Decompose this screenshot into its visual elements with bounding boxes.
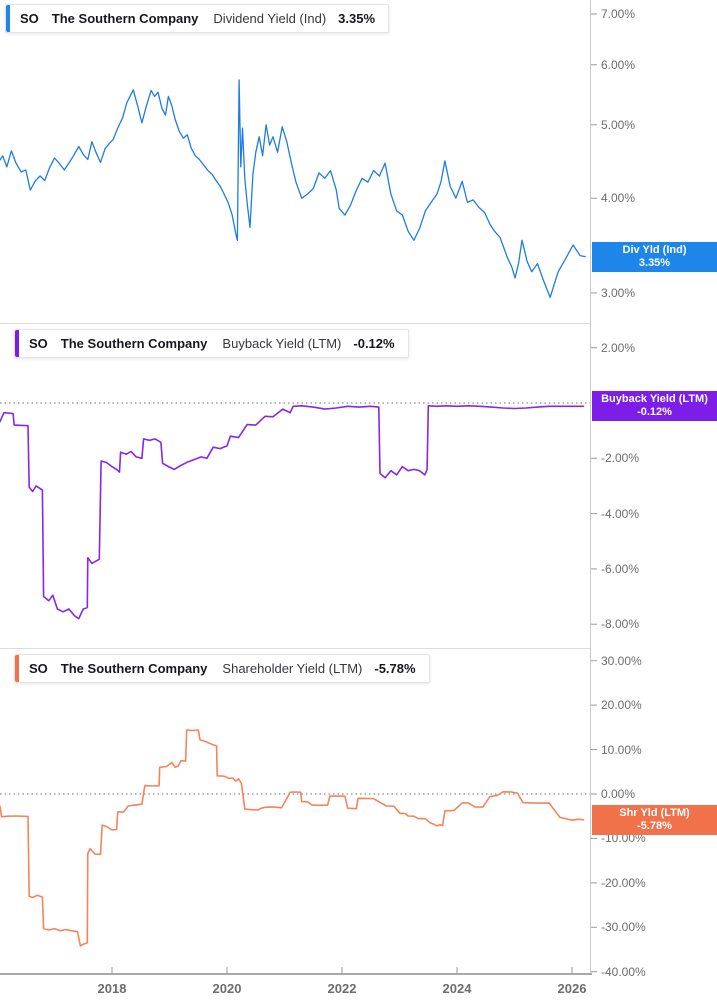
company-name: The Southern Company <box>60 336 208 351</box>
metric-value: 3.35% <box>338 11 376 26</box>
x-axis-year-label: 2022 <box>327 981 357 996</box>
series-color-bar <box>15 330 19 357</box>
y-axis-tick-label: -30.00% <box>601 920 646 935</box>
series-line-Buyback Yield (LTM) <box>0 405 585 620</box>
badge-value: -0.12% <box>637 406 672 418</box>
y-axis-tick-label: 2.00% <box>601 340 636 355</box>
y-axis-tick-label: -40.00% <box>601 964 646 979</box>
y-axis-tick-label: -6.00% <box>601 561 640 576</box>
series-line-Div Yld (Ind) <box>0 79 586 299</box>
metric-name: Dividend Yield (Ind) <box>213 11 327 26</box>
badge-value: 3.35% <box>638 257 671 269</box>
series-line-Shr Yld (LTM) <box>0 729 585 947</box>
x-axis-year-label: 2024 <box>442 981 472 996</box>
metric-value: -5.78% <box>374 661 416 676</box>
company-name: The Southern Company <box>60 661 208 676</box>
company-name: The Southern Company <box>51 11 199 26</box>
last-value-badge-div-yield: Div Yld (Ind) 3.35% <box>592 242 717 272</box>
badge-label: Div Yld (Ind) <box>622 244 687 256</box>
y-axis-tick-label: 30.00% <box>601 653 642 668</box>
last-value-badge-buyback-yield: Buyback Yield (LTM) -0.12% <box>592 391 717 421</box>
metric-value: -0.12% <box>353 336 395 351</box>
metric-name: Buyback Yield (LTM) <box>222 336 342 351</box>
y-axis-tick-label: 5.00% <box>601 117 636 132</box>
y-axis-tick-label: 3.00% <box>601 285 636 300</box>
ticker-label: SO <box>29 661 48 676</box>
pane-header-dividend-yield[interactable]: SO The Southern Company Dividend Yield (… <box>5 4 390 33</box>
x-axis-year-label: 2018 <box>97 981 127 996</box>
y-axis-tick-label: 4.00% <box>601 191 636 206</box>
badge-label: Shr Yld (LTM) <box>619 807 690 819</box>
x-axis-year-label: 2026 <box>557 981 587 996</box>
badge-value: -5.78% <box>637 820 672 832</box>
badge-label: Buyback Yield (LTM) <box>601 393 708 405</box>
series-color-bar <box>6 5 10 32</box>
x-axis-year-label: 2020 <box>212 981 242 996</box>
ticker-label: SO <box>20 11 39 26</box>
y-axis-tick-label: 20.00% <box>601 698 642 713</box>
metric-name: Shareholder Yield (LTM) <box>222 661 363 676</box>
y-axis-tick-label: 0.00% <box>601 787 636 801</box>
y-axis-tick-label: 10.00% <box>601 742 642 757</box>
y-axis-tick-label: -20.00% <box>601 875 646 890</box>
series-color-bar <box>15 655 19 682</box>
pane-header-shareholder-yield[interactable]: SO The Southern Company Shareholder Yiel… <box>14 654 430 683</box>
y-axis-tick-label: 7.00% <box>601 7 636 21</box>
pane-header-buyback-yield[interactable]: SO The Southern Company Buyback Yield (L… <box>14 329 409 358</box>
y-axis-tick-label: -8.00% <box>601 617 640 632</box>
y-axis-tick-label: 6.00% <box>601 57 636 72</box>
ticker-label: SO <box>29 336 48 351</box>
last-value-badge-shareholder-yield: Shr Yld (LTM) -5.78% <box>592 805 717 835</box>
y-axis-tick-label: -2.00% <box>601 451 640 466</box>
y-axis-tick-label: -4.00% <box>601 506 640 521</box>
